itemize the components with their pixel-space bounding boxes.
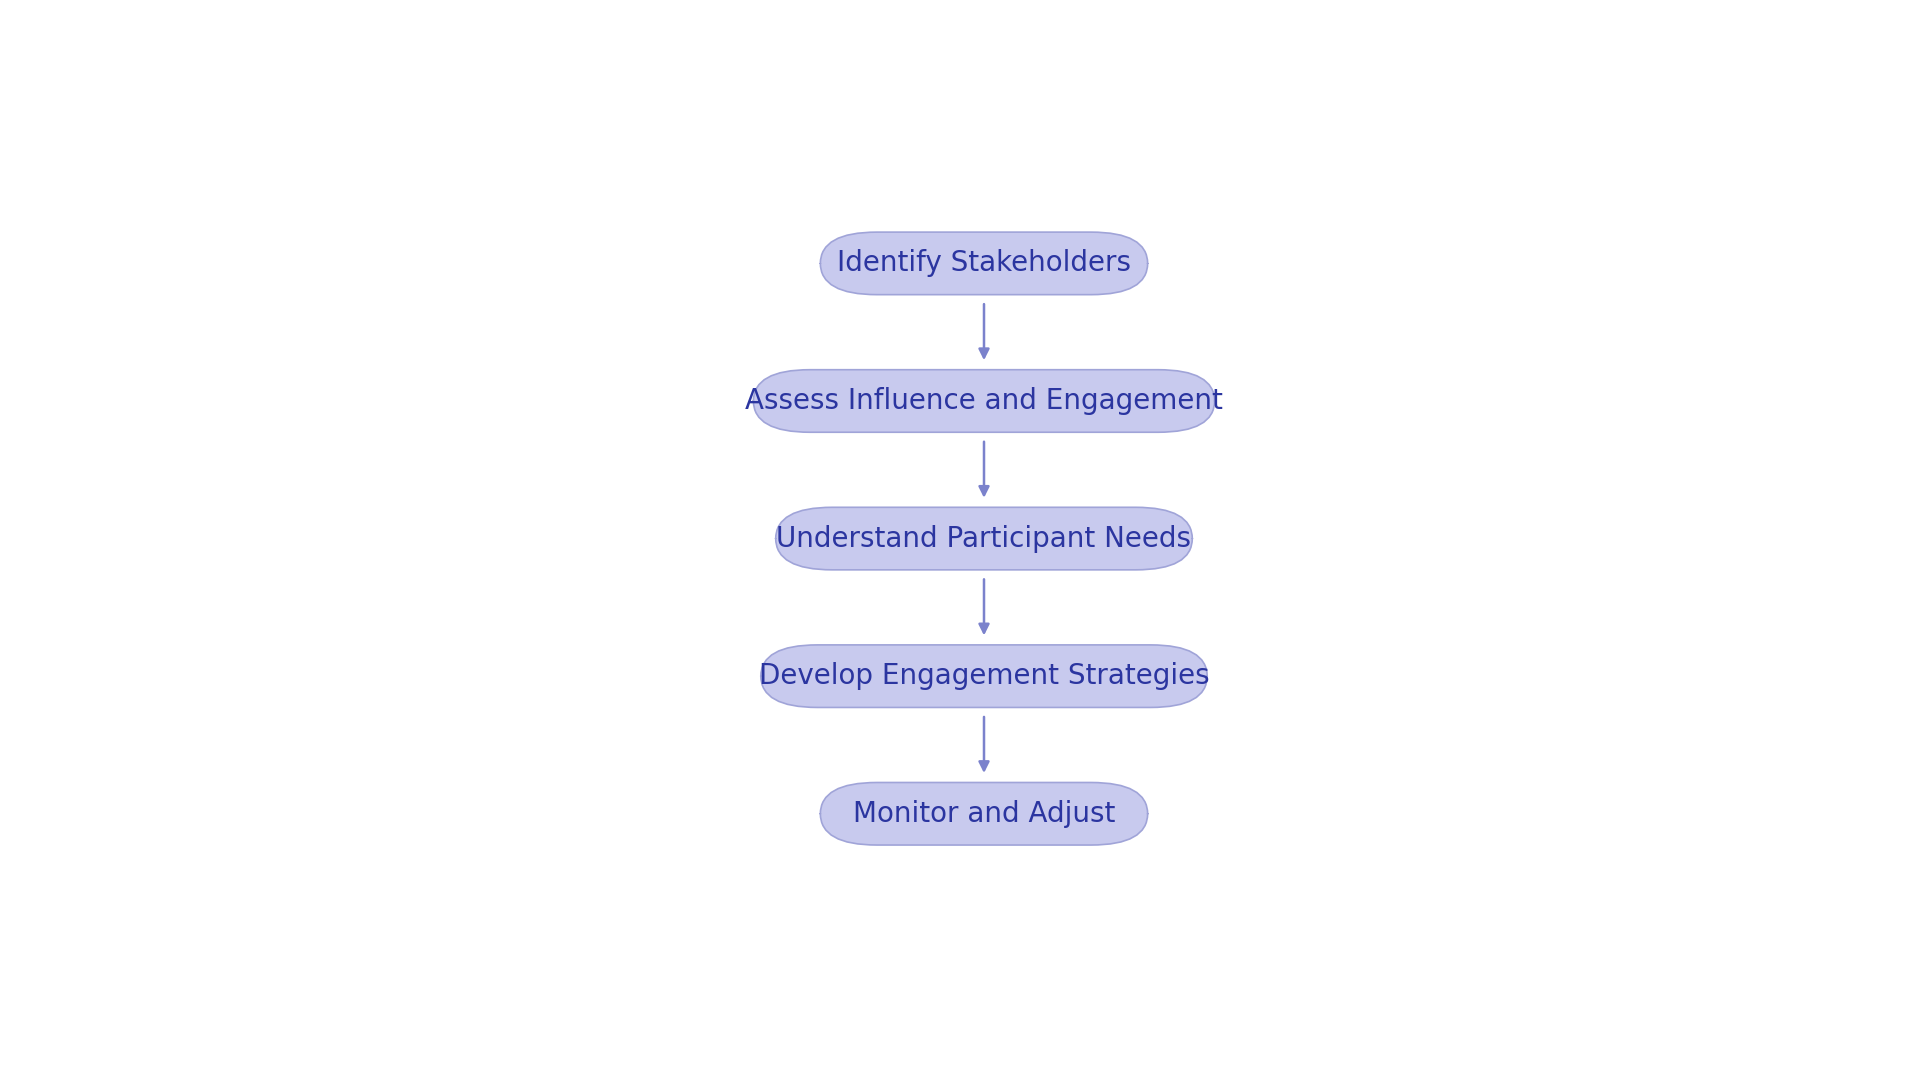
Text: Develop Engagement Strategies: Develop Engagement Strategies [758,662,1210,690]
Text: Identify Stakeholders: Identify Stakeholders [837,249,1131,277]
Text: Understand Participant Needs: Understand Participant Needs [776,524,1192,552]
FancyBboxPatch shape [753,369,1215,432]
FancyBboxPatch shape [760,644,1208,707]
FancyBboxPatch shape [820,232,1148,295]
FancyBboxPatch shape [776,507,1192,570]
FancyBboxPatch shape [820,783,1148,845]
Text: Monitor and Adjust: Monitor and Adjust [852,799,1116,827]
Text: Assess Influence and Engagement: Assess Influence and Engagement [745,387,1223,415]
